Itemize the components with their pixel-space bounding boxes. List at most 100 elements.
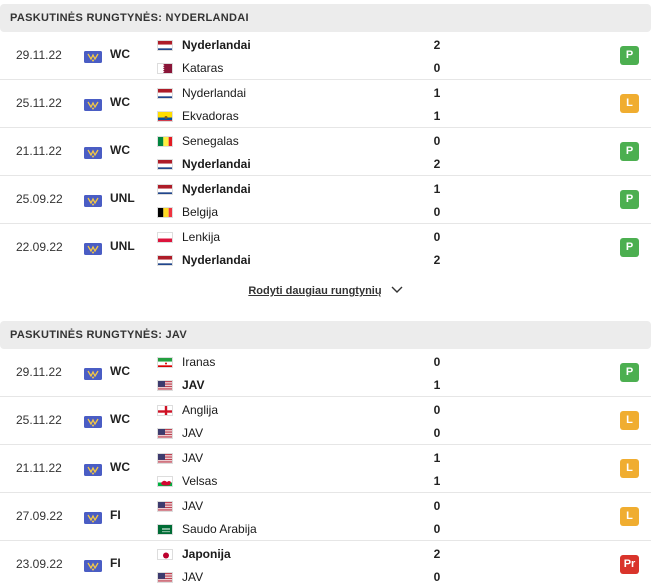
nl-flag-icon (157, 39, 173, 51)
result-badge: P (620, 190, 639, 209)
away-team: Nyderlandai (157, 252, 251, 268)
competition-label: WC (110, 95, 130, 109)
competition-icon (84, 146, 102, 159)
away-score: 2 (433, 157, 441, 171)
result-badge: P (620, 46, 639, 65)
match-date: 21.11.22 (16, 144, 62, 158)
home-score: 0 (433, 355, 441, 369)
away-score: 0 (433, 61, 441, 75)
nl-flag-icon (157, 183, 173, 195)
competition-icon (84, 559, 102, 572)
home-score: 0 (433, 499, 441, 513)
match-row[interactable]: 25.11.22 WC Anglija JAV 0 0 L (0, 397, 651, 445)
result-badge: L (620, 507, 639, 526)
away-team-name: Belgija (182, 205, 219, 219)
match-date: 22.09.22 (16, 240, 63, 254)
jp-flag-icon (157, 548, 173, 560)
sn-flag-icon (157, 135, 173, 147)
match-row[interactable]: 29.11.22 WC Iranas JAV 0 1 P (0, 349, 651, 397)
home-team: Nyderlandai (157, 181, 251, 197)
away-team: Belgija (157, 204, 218, 220)
away-team: Saudo Arabija (157, 521, 257, 537)
match-row[interactable]: 23.09.22 FI Japonija JAV 2 0 Pr (0, 541, 651, 584)
away-team-name: Kataras (182, 61, 224, 75)
competition-label: WC (110, 47, 130, 61)
result-badge: P (620, 238, 639, 257)
competition-label: UNL (110, 191, 135, 205)
away-team-name: JAV (182, 378, 205, 392)
away-team-name: JAV (182, 426, 204, 440)
home-score: 0 (433, 230, 441, 244)
home-team: Nyderlandai (157, 85, 246, 101)
result-badge: Pr (620, 555, 639, 574)
home-team: Iranas (157, 354, 215, 370)
show-more-button[interactable]: Rodyti daugiau rungtynių (0, 285, 651, 297)
home-team: Senegalas (157, 133, 239, 149)
home-team-name: Senegalas (182, 134, 239, 148)
home-team-name: JAV (182, 499, 204, 513)
wa-flag-icon (157, 475, 173, 487)
match-date: 25.09.22 (16, 192, 63, 206)
match-row[interactable]: 25.09.22 UNL Nyderlandai Belgija 1 0 P (0, 176, 651, 224)
en-flag-icon (157, 404, 173, 416)
nl-flag-icon (157, 87, 173, 99)
competition-icon (84, 511, 102, 524)
away-team: Ekvadoras (157, 108, 239, 124)
home-team: Nyderlandai (157, 37, 251, 53)
away-team-name: Nyderlandai (182, 157, 251, 171)
match-row[interactable]: 22.09.22 UNL Lenkija Nyderlandai 0 2 P (0, 224, 651, 272)
away-score: 1 (433, 109, 441, 123)
home-team: JAV (157, 498, 203, 514)
away-team: JAV (157, 377, 204, 393)
away-team: JAV (157, 569, 203, 584)
be-flag-icon (157, 206, 173, 218)
competition-icon (84, 367, 102, 380)
match-date: 25.11.22 (16, 96, 62, 110)
competition-icon (84, 50, 102, 63)
match-date: 29.11.22 (16, 365, 62, 379)
competition-icon (84, 415, 102, 428)
competition-icon (84, 194, 102, 207)
competition-icon (84, 242, 102, 255)
match-row[interactable]: 21.11.22 WC JAV Velsas 1 1 L (0, 445, 651, 493)
away-team: Nyderlandai (157, 156, 251, 172)
home-team-name: Japonija (182, 547, 231, 561)
match-row[interactable]: 27.09.22 FI JAV Saudo Arabija 0 0 L (0, 493, 651, 541)
home-score: 2 (433, 547, 441, 561)
sa-flag-icon (157, 523, 173, 535)
show-more-label: Rodyti daugiau rungtynių (248, 285, 382, 297)
away-score: 0 (433, 205, 441, 219)
competition-icon (84, 98, 102, 111)
ec-flag-icon (157, 110, 173, 122)
away-team: JAV (157, 425, 203, 441)
match-date: 25.11.22 (16, 413, 62, 427)
away-team-name: Nyderlandai (182, 253, 251, 267)
competition-label: WC (110, 412, 130, 426)
match-row[interactable]: 29.11.22 WC Nyderlandai Kataras 2 0 P (0, 32, 651, 80)
us-flag-icon (157, 571, 173, 583)
home-score: 2 (433, 38, 441, 52)
us-flag-icon (157, 427, 173, 439)
match-date: 29.11.22 (16, 48, 62, 62)
home-team: Japonija (157, 546, 231, 562)
us-flag-icon (157, 500, 173, 512)
match-row[interactable]: 21.11.22 WC Senegalas Nyderlandai 0 2 P (0, 128, 651, 176)
home-team: JAV (157, 450, 203, 466)
competition-label: WC (110, 143, 130, 157)
away-score: 0 (433, 570, 441, 584)
pl-flag-icon (157, 231, 173, 243)
home-team: Lenkija (157, 229, 220, 245)
match-date: 21.11.22 (16, 461, 62, 475)
home-score: 1 (433, 86, 441, 100)
match-date: 27.09.22 (16, 509, 63, 523)
result-badge: L (620, 94, 639, 113)
match-row[interactable]: 25.11.22 WC Nyderlandai Ekvadoras 1 1 L (0, 80, 651, 128)
result-badge: L (620, 459, 639, 478)
competition-label: UNL (110, 239, 135, 253)
home-team-name: Nyderlandai (182, 86, 247, 100)
away-score: 1 (433, 378, 441, 392)
home-team: Anglija (157, 402, 218, 418)
competition-icon (84, 463, 102, 476)
away-team-name: Ekvadoras (182, 109, 239, 123)
us-flag-icon (157, 452, 173, 464)
